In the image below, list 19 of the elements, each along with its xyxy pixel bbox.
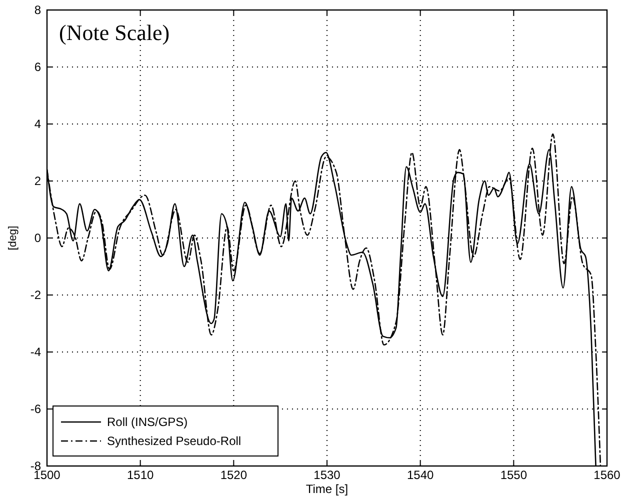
x-tick-label: 1540 [406,468,434,482]
y-tick-label: 8 [34,3,42,17]
y-tick-label: 6 [34,60,42,74]
y-tick-label: 2 [34,174,42,188]
x-tick-label: 1550 [500,468,528,482]
x-tick-label: 1560 [594,468,621,482]
x-axis-title: Time [s] [306,482,348,496]
x-tick-label: 1520 [220,468,248,482]
legend-label: Synthesized Pseudo-Roll [107,434,242,448]
x-tick-label: 1530 [314,468,341,482]
legend-label: Roll (INS/GPS) [107,415,188,429]
y-tick-label: -6 [30,402,42,416]
y-tick-label: 0 [34,231,42,245]
annotation: (Note Scale) [59,20,170,45]
y-tick-label: -2 [30,288,42,302]
y-axis-title: [deg] [7,226,19,250]
y-tick-label: 4 [34,117,42,131]
y-tick-label: -4 [30,345,42,359]
x-tick-label: 1510 [126,468,154,482]
